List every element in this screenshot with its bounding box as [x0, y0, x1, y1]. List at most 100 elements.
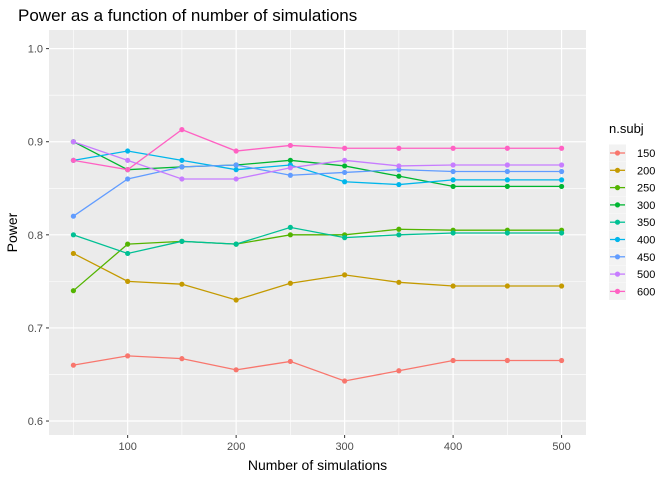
legend-item-200: 200 — [609, 161, 655, 179]
legend-item-300: 300 — [609, 196, 655, 214]
legend-key-point — [614, 288, 621, 294]
legend-item-450: 450 — [609, 248, 655, 266]
data-point-600 — [70, 157, 77, 163]
data-point-150 — [233, 367, 239, 373]
data-point-250 — [125, 241, 131, 247]
data-point-600 — [558, 145, 565, 151]
data-point-450 — [342, 169, 348, 176]
legend-label: 500 — [637, 269, 655, 281]
series-350 — [70, 224, 565, 257]
data-point-500 — [342, 157, 348, 163]
legend-label: 300 — [637, 200, 655, 212]
legend-label: 600 — [637, 286, 655, 298]
data-point-450 — [450, 168, 456, 175]
data-point-150 — [450, 357, 456, 364]
y-tick-label: 0.9 — [28, 137, 43, 149]
data-point-350 — [558, 230, 565, 236]
data-point-350 — [287, 224, 293, 230]
data-point-600 — [342, 145, 348, 151]
data-point-600 — [396, 145, 402, 151]
data-point-350 — [396, 232, 402, 238]
series-line-600 — [73, 128, 562, 171]
legend-key-point — [614, 167, 621, 173]
legend-label: 200 — [637, 165, 655, 177]
data-point-400 — [342, 179, 348, 185]
data-point-300 — [450, 183, 456, 190]
series-600 — [70, 127, 565, 173]
legend-key-point — [614, 271, 621, 277]
data-point-450 — [70, 213, 77, 219]
legend-title: n.subj — [609, 121, 644, 136]
legend-item-500: 500 — [609, 265, 655, 283]
data-point-400 — [396, 181, 402, 188]
data-point-300 — [287, 157, 293, 163]
data-point-400 — [179, 157, 185, 163]
legend-label: 450 — [637, 252, 655, 264]
x-tick-label: 200 — [227, 441, 245, 453]
series-150 — [70, 353, 565, 384]
data-point-400 — [125, 148, 131, 154]
data-point-500 — [233, 176, 239, 182]
data-point-500 — [179, 176, 185, 182]
legend-key-point — [614, 254, 621, 260]
data-point-200 — [342, 272, 348, 278]
data-point-150 — [179, 356, 185, 362]
series-line-350 — [73, 226, 562, 255]
series-200 — [70, 250, 565, 303]
x-tick-label: 300 — [335, 441, 353, 453]
data-point-450 — [233, 162, 239, 168]
data-point-200 — [558, 283, 565, 289]
data-point-600 — [287, 142, 293, 149]
data-point-500 — [70, 139, 77, 145]
data-point-350 — [179, 238, 185, 244]
x-tick-label: 500 — [552, 441, 570, 453]
y-tick-label: 1.0 — [28, 44, 43, 56]
data-point-200 — [125, 278, 131, 284]
data-point-200 — [396, 279, 402, 285]
legend-key-point — [614, 185, 621, 191]
data-point-150 — [504, 357, 510, 364]
data-point-500 — [504, 162, 510, 168]
series-line-250 — [72, 228, 562, 292]
legend-key-point — [614, 236, 621, 243]
data-point-450 — [504, 168, 510, 175]
series-line-200 — [73, 252, 562, 301]
y-axis-title: Power — [4, 212, 20, 252]
series-line-150 — [73, 355, 562, 382]
legend-item-250: 250 — [609, 179, 655, 197]
data-point-600 — [450, 145, 456, 151]
chart-title: Power as a function of number of simulat… — [18, 6, 357, 25]
data-point-200 — [233, 297, 239, 303]
legend: n.subj 150 200 250 300 350 400 450 500 600 — [609, 121, 655, 300]
legend-item-350: 350 — [609, 213, 655, 231]
legend-item-600: 600 — [609, 282, 655, 300]
data-point-350 — [70, 232, 77, 238]
data-point-300 — [558, 183, 565, 190]
legend-label: 350 — [637, 217, 655, 229]
data-point-600 — [179, 127, 185, 133]
legend-item-150: 150 — [609, 144, 655, 162]
series-layer — [70, 127, 565, 384]
y-tick-label: 0.8 — [28, 230, 43, 242]
legend-key-point — [614, 150, 621, 156]
data-point-150 — [70, 362, 77, 368]
x-tick-label: 100 — [118, 441, 136, 453]
data-point-400 — [504, 177, 510, 183]
data-point-300 — [342, 163, 348, 169]
data-point-500 — [125, 157, 131, 163]
x-tick-label: 400 — [444, 441, 462, 453]
data-point-200 — [70, 250, 77, 257]
data-point-150 — [342, 378, 348, 384]
legend-label: 400 — [637, 235, 655, 247]
x-axis: 100 200 300 400 500 — [118, 435, 571, 453]
data-point-200 — [504, 283, 510, 289]
data-point-200 — [179, 281, 185, 287]
data-point-350 — [504, 230, 510, 236]
legend-key-point — [614, 202, 621, 208]
data-point-450 — [558, 168, 565, 175]
series-line-500 — [73, 141, 562, 180]
data-point-350 — [342, 235, 348, 241]
data-point-450 — [287, 172, 293, 178]
data-point-350 — [125, 250, 131, 257]
data-point-500 — [287, 165, 293, 171]
